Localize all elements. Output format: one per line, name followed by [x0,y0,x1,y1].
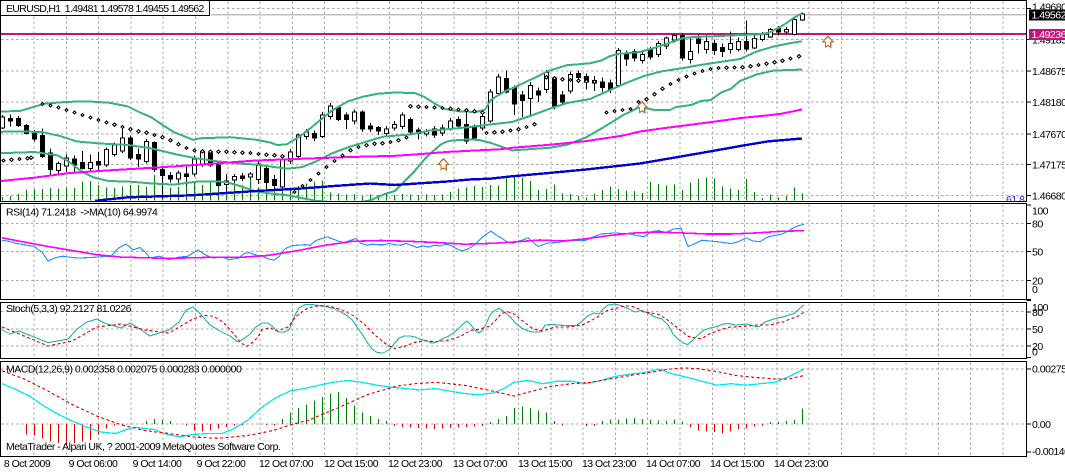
svg-text:13 Oct 23:00: 13 Oct 23:00 [582,458,637,470]
svg-text:0: 0 [1032,284,1038,296]
svg-text:13 Oct 07:00: 13 Oct 07:00 [453,458,508,470]
svg-text:Stoch(5,3,3) 92.2127 81.0226: Stoch(5,3,3) 92.2127 81.0226 [6,303,132,315]
svg-text:9 Oct 06:00: 9 Oct 06:00 [69,458,118,470]
svg-text:20: 20 [1032,341,1043,353]
svg-text:14 Oct 07:00: 14 Oct 07:00 [646,458,701,470]
svg-text:12 Oct 15:00: 12 Oct 15:00 [324,458,379,470]
svg-text:0.00: 0.00 [1032,419,1051,431]
svg-text:80: 80 [1032,307,1043,319]
svg-text:13 Oct 15:00: 13 Oct 15:00 [518,458,573,470]
svg-text:50: 50 [1032,324,1043,336]
svg-text:MACD(12,26,9) 0.002358 0.00207: MACD(12,26,9) 0.002358 0.002075 0.000283… [6,364,242,376]
svg-text:1.48675: 1.48675 [1032,66,1065,78]
svg-text:0.00275: 0.00275 [1032,364,1065,376]
svg-text:20: 20 [1032,276,1043,288]
svg-text:1.47670: 1.47670 [1032,129,1065,141]
svg-text:12 Oct 07:00: 12 Oct 07:00 [259,458,314,470]
svg-text:RSI(14) 71.2418 ->MA(10) 64.9: RSI(14) 71.2418 ->MA(10) 64.9974 [6,207,158,219]
svg-text:14 Oct 15:00: 14 Oct 15:00 [710,458,765,470]
svg-text:80: 80 [1032,218,1043,230]
svg-text:9 Oct 22:00: 9 Oct 22:00 [197,458,246,470]
svg-text:100: 100 [1032,206,1049,218]
svg-text:MetaTrader - Alpari UK, ? 2001: MetaTrader - Alpari UK, ? 2001-2009 Meta… [6,441,280,453]
svg-text:1.48180: 1.48180 [1032,97,1065,109]
svg-text:1.47175: 1.47175 [1032,160,1065,172]
svg-text:1.49236: 1.49236 [1032,29,1065,41]
svg-text:50: 50 [1032,247,1043,259]
svg-text:14 Oct 23:00: 14 Oct 23:00 [774,458,829,470]
svg-text:9 Oct 14:00: 9 Oct 14:00 [133,458,182,470]
svg-text:12 Oct 23:00: 12 Oct 23:00 [388,458,443,470]
svg-text:0: 0 [1032,347,1038,359]
svg-text:1.46680: 1.46680 [1032,191,1065,203]
svg-text:100: 100 [1032,302,1049,314]
svg-text:61.8: 61.8 [1006,194,1025,206]
svg-text:-0.00140: -0.00140 [1032,446,1065,458]
svg-text:EURUSD,H1 1.49481 1.49578 1.4: EURUSD,H1 1.49481 1.49578 1.49455 1.4956… [6,3,205,15]
svg-text:8 Oct 2009: 8 Oct 2009 [4,458,51,470]
svg-text:1.49562: 1.49562 [1032,9,1065,21]
